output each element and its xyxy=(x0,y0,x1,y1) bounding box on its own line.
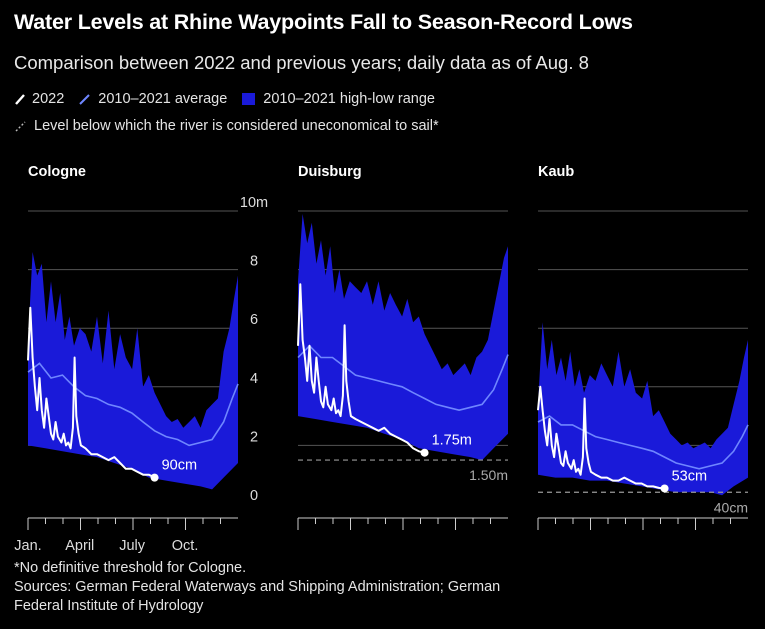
legend-label-threshold: Level below which the river is considere… xyxy=(34,118,439,134)
chart-title: Water Levels at Rhine Waypoints Fall to … xyxy=(14,10,633,34)
threshold-label-kaub: 40cm xyxy=(714,499,748,515)
latest-label-duisburg: 1.75m xyxy=(432,433,472,449)
legend-item-threshold: Level below which the river is considere… xyxy=(14,118,439,134)
panel-title-kaub: Kaub xyxy=(538,164,574,180)
legend-label-2022: 2022 xyxy=(32,91,65,107)
chart-subtitle: Comparison between 2022 and previous yea… xyxy=(14,52,589,73)
legend-swatch-average xyxy=(79,94,90,105)
legend-threshold: Level below which the river is considere… xyxy=(14,118,453,134)
latest-point-kaub xyxy=(660,484,669,493)
latest-point-duisburg xyxy=(420,448,429,457)
footnote: *No definitive threshold for Cologne. xyxy=(14,560,247,576)
average-line-duisburg xyxy=(297,344,509,412)
legend-label-average: 2010–2021 average xyxy=(98,91,228,107)
average-line-cologne xyxy=(27,362,239,447)
line-2022-duisburg xyxy=(297,283,425,454)
panel-title-duisburg: Duisburg xyxy=(298,164,362,180)
legend-item-2022: 2022 xyxy=(14,91,64,107)
legend-swatch-range xyxy=(242,93,256,105)
x-tick-label: Jan. xyxy=(14,538,41,554)
range-band-duisburg xyxy=(298,213,508,461)
footer: *No definitive threshold for Cologne. So… xyxy=(14,559,500,616)
latest-label-cologne: 90cm xyxy=(162,458,197,474)
legend-label-range: 2010–2021 high-low range xyxy=(263,91,436,107)
latest-point-cologne xyxy=(150,473,159,482)
y-tick-label: 2 xyxy=(250,429,258,445)
panel-title-cologne: Cologne xyxy=(28,164,86,180)
x-tick-label: April xyxy=(65,538,94,554)
legend-swatch-2022 xyxy=(15,94,25,105)
y-tick-label: 6 xyxy=(250,312,258,328)
line-2022-kaub xyxy=(537,385,665,490)
line-2022-cologne xyxy=(27,306,156,479)
legend-item-average: 2010–2021 average xyxy=(78,91,227,107)
chart-area: Cologne 90cm Duisburg 1.50m 1.75m Kaub 40cm 53c… xyxy=(14,164,749,554)
y-tick-label: 4 xyxy=(250,371,258,387)
y-tick-label: 8 xyxy=(250,254,258,270)
threshold-label-duisburg: 1.50m xyxy=(469,467,508,483)
x-tick-label: Oct. xyxy=(172,538,199,554)
sources-line-2: Federal Institute of Hydrology xyxy=(14,598,204,614)
average-line-kaub xyxy=(537,415,749,470)
legend: 2022 2010–2021 average 2010–2021 high-lo… xyxy=(14,91,449,107)
range-band-cologne xyxy=(28,252,238,490)
latest-label-kaub: 53cm xyxy=(672,468,707,484)
x-tick-label: July xyxy=(119,538,146,554)
y-tick-label: 10m xyxy=(240,195,268,211)
y-tick-label: 0 xyxy=(250,488,258,504)
sources-line-1: Sources: German Federal Waterways and Sh… xyxy=(14,579,501,595)
range-band-kaub xyxy=(538,322,748,496)
legend-item-range: 2010–2021 high-low range xyxy=(241,91,435,107)
